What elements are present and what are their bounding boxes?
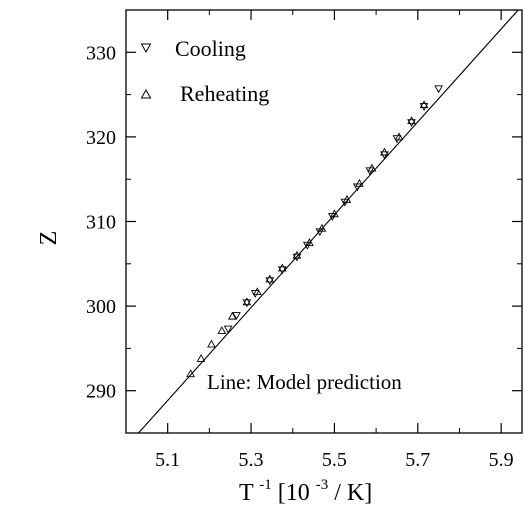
model-line-group — [138, 10, 519, 433]
x-axis-label-unit-close: / K] — [334, 480, 372, 506]
reheating-point — [355, 178, 364, 187]
reheating-point — [292, 250, 302, 259]
model-annotation: Line: Model prediction — [207, 370, 402, 394]
legend-cooling-label: Cooling — [175, 36, 246, 61]
y-tick-label: 320 — [86, 127, 116, 149]
cooling-point — [265, 277, 275, 286]
reheating-point — [305, 238, 314, 246]
y-tick-label: 290 — [86, 381, 116, 403]
y-tick-label: 330 — [86, 42, 116, 64]
y-axis-label: Z — [36, 231, 62, 246]
reheating-point — [407, 116, 416, 125]
reheating-point — [317, 223, 327, 232]
ticks — [125, 9, 522, 434]
cooling-point — [434, 85, 443, 94]
model-prediction-line — [138, 10, 519, 433]
cooling-point — [392, 135, 402, 144]
reheating-point — [330, 209, 339, 218]
x-axis-label: T -1 [10 -3 / K] — [239, 469, 372, 506]
x-axis-label-base: T — [239, 480, 254, 506]
x-axis-label-exp: -1 — [259, 477, 272, 493]
cooling-point — [419, 103, 429, 111]
reheating-point — [394, 132, 404, 141]
x-tick-label: 5.5 — [322, 449, 347, 471]
cooling-point — [232, 312, 241, 320]
markers — [186, 85, 443, 378]
y-tick-label: 300 — [86, 296, 116, 318]
x-tick-label: 5.3 — [239, 449, 264, 471]
reheating-point — [217, 326, 227, 334]
cooling-point — [407, 119, 416, 128]
reheating-point — [207, 339, 216, 348]
legend-cooling-marker — [140, 43, 152, 54]
x-tick-label: 5.9 — [489, 449, 514, 471]
reheating-point — [419, 100, 429, 109]
reheating-point — [227, 311, 237, 320]
y-tick-label: 310 — [86, 212, 116, 234]
x-tick-label: 5.7 — [405, 449, 430, 471]
cooling-point — [292, 253, 302, 262]
reheating-point — [242, 297, 252, 306]
reheating-point — [196, 354, 206, 362]
reheating-point — [367, 163, 377, 172]
cooling-point — [242, 299, 252, 308]
cooling-point — [223, 325, 233, 334]
reheating-point — [252, 287, 262, 296]
x-axis-label-unit-exp: -3 — [316, 477, 329, 493]
x-tick-label: 5.1 — [155, 449, 180, 471]
reheating-point — [342, 194, 352, 203]
legend-reheating-label: Reheating — [180, 81, 269, 106]
reheating-point — [380, 147, 389, 156]
legend-reheating-marker — [140, 88, 152, 99]
legend: Cooling Reheating — [140, 36, 269, 106]
x-axis-label-unit-open: [10 — [278, 480, 310, 506]
cooling-point — [277, 266, 287, 275]
tick-labels: 5.1 5.3 5.5 5.7 5.9 290 300 310 320 330 — [86, 42, 514, 471]
reheating-point — [265, 274, 275, 283]
reheating-point — [186, 369, 195, 378]
reheating-point — [277, 263, 287, 272]
cooling-point — [250, 290, 260, 298]
